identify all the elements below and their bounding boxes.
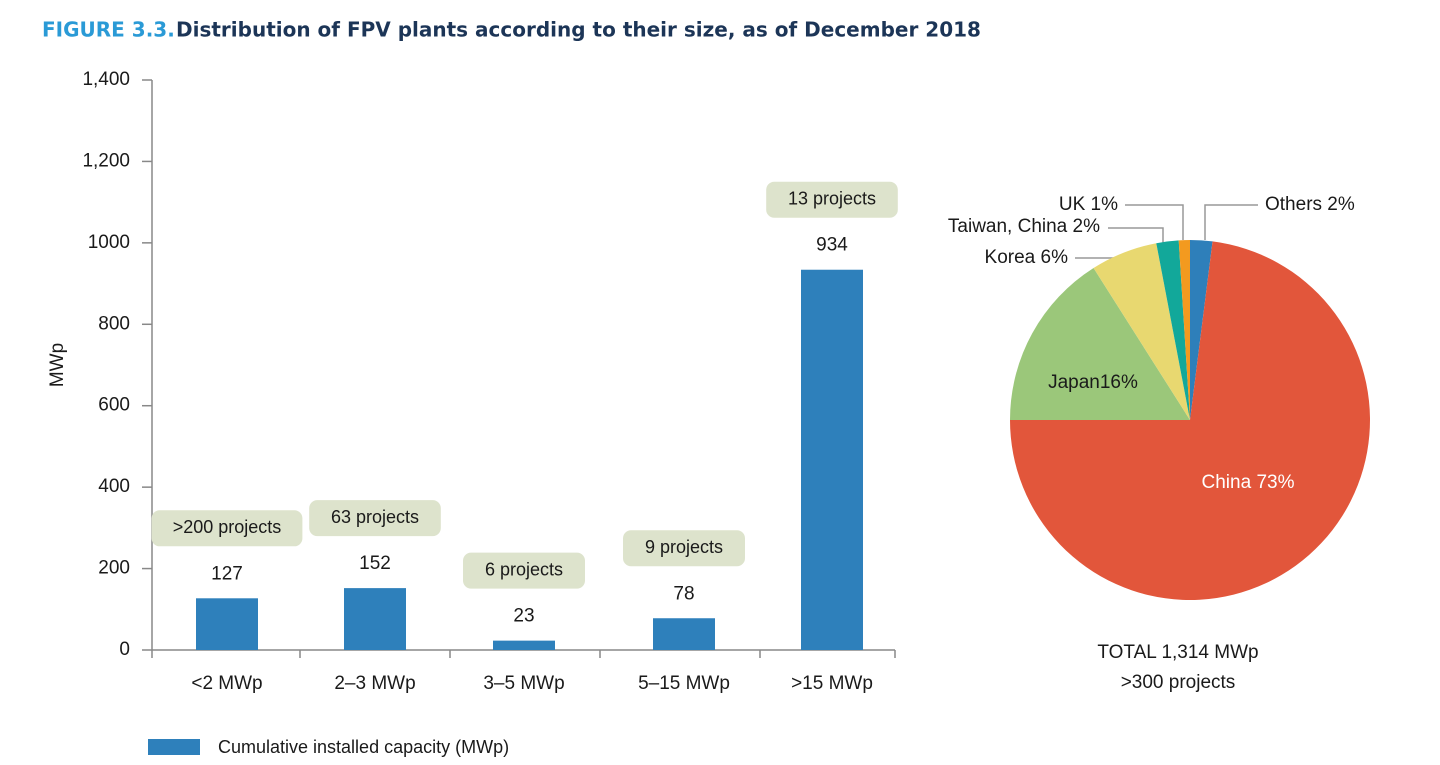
pie-note: TOTAL 1,314 MWp: [1097, 642, 1258, 663]
pie-slice: [1156, 240, 1190, 420]
slice-label: China 73%: [1202, 472, 1295, 493]
slice-label: UK 1%: [1059, 194, 1118, 215]
value-label: 152: [359, 553, 391, 574]
y-tick-label: 1000: [88, 232, 130, 253]
bar: [801, 269, 863, 650]
pie-slice: [1010, 241, 1370, 600]
bar: [344, 588, 406, 650]
annotation: 63 projects: [331, 507, 419, 527]
y-tick-label: 600: [98, 395, 130, 416]
annotation: >200 projects: [173, 517, 282, 537]
annotation: 9 projects: [645, 537, 723, 557]
x-tick-label: 2–3 MWp: [334, 673, 415, 694]
slice-label: Japan16%: [1048, 372, 1138, 393]
y-tick-label: 400: [98, 476, 130, 497]
legend-swatch: [148, 739, 200, 755]
slice-label: Korea 6%: [985, 247, 1069, 268]
bar: [493, 640, 555, 650]
annotation-box: [766, 181, 898, 218]
y-tick-label: 200: [98, 558, 130, 579]
figure-label: FIGURE 3.3.: [42, 18, 175, 42]
slice-label: Others 2%: [1265, 194, 1355, 215]
value-label: 78: [673, 583, 694, 604]
y-tick-label: 0: [119, 639, 130, 660]
legend-label: Cumulative installed capacity (MWp): [218, 737, 509, 757]
pie-slice: [1093, 243, 1190, 420]
annotation-box: [151, 510, 303, 547]
x-tick-label: 5–15 MWp: [638, 673, 730, 694]
annotation: 6 projects: [485, 559, 563, 579]
slice-label: Taiwan, China 2%: [948, 216, 1100, 237]
value-label: 23: [513, 606, 534, 627]
y-tick-label: 1,200: [82, 150, 130, 171]
pie-slice: [1190, 240, 1213, 420]
y-axis-label: MWp: [47, 343, 68, 387]
leader-line: [1125, 204, 1184, 240]
x-tick-label: <2 MWp: [191, 673, 262, 694]
y-tick-label: 1,400: [82, 69, 130, 90]
leader-line: [1204, 204, 1258, 240]
x-tick-label: >15 MWp: [791, 673, 873, 694]
annotation-box: [623, 530, 745, 567]
leader-line: [1108, 227, 1164, 243]
pie-slice: [1178, 240, 1190, 420]
pie-slice: [1010, 268, 1190, 420]
value-label: 127: [211, 563, 243, 584]
bar: [196, 598, 258, 650]
y-tick-label: 800: [98, 313, 130, 334]
chart-title: Distribution of FPV plants according to …: [176, 18, 981, 42]
x-tick-label: 3–5 MWp: [483, 673, 564, 694]
bar: [653, 618, 715, 650]
value-label: 934: [816, 235, 848, 256]
annotation-box: [463, 552, 585, 589]
annotation: 13 projects: [788, 188, 876, 208]
annotation-box: [309, 500, 441, 537]
pie-note: >300 projects: [1121, 672, 1236, 693]
